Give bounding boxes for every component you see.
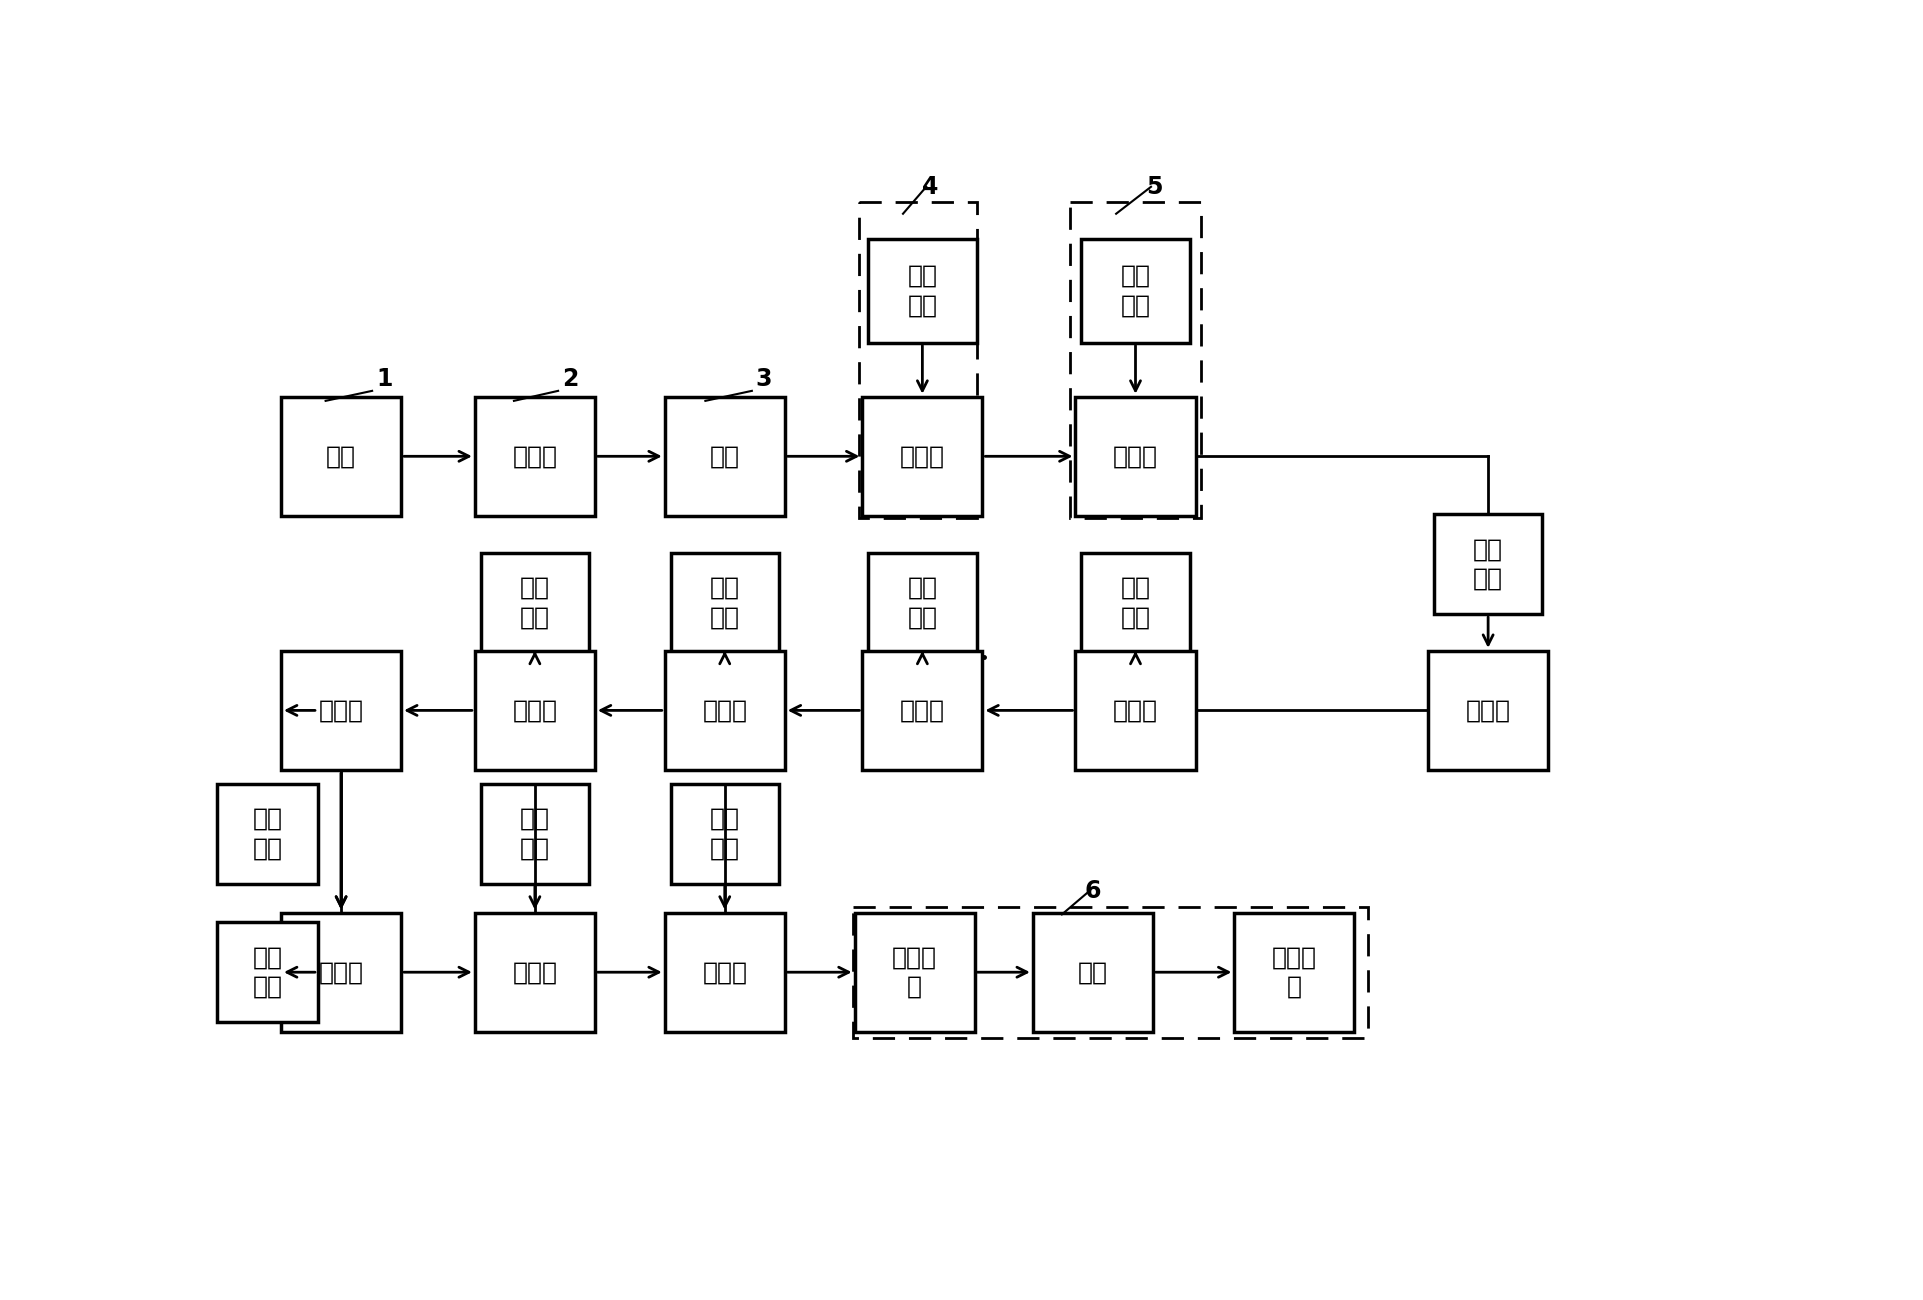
Text: 保持
时间: 保持 时间 (710, 807, 740, 861)
Text: 抽真空: 抽真空 (512, 698, 558, 723)
Text: 保持
时间: 保持 时间 (710, 576, 740, 629)
Text: 保持
时间: 保持 时间 (1121, 576, 1150, 629)
Bar (1081, 552, 1190, 653)
Text: 充氮气: 充氮气 (1113, 698, 1158, 723)
Bar (1033, 913, 1154, 1032)
Text: 保持
时间: 保持 时间 (908, 264, 937, 317)
Text: 保持
时间: 保持 时间 (908, 576, 937, 629)
Bar (475, 913, 594, 1032)
Text: 抽真空: 抽真空 (900, 698, 944, 723)
Bar (665, 913, 785, 1032)
Text: 保持
时间: 保持 时间 (1121, 264, 1150, 317)
Bar (281, 396, 402, 516)
Text: 加热: 加热 (710, 445, 740, 468)
Text: 抽真空: 抽真空 (512, 445, 558, 468)
Bar (1075, 396, 1196, 516)
Bar (281, 651, 402, 770)
Text: 充氮气: 充氮气 (702, 698, 748, 723)
Text: 保持
时间: 保持 时间 (252, 807, 283, 861)
Bar (671, 784, 779, 884)
Bar (1429, 651, 1548, 770)
Text: 抽真空: 抽真空 (1113, 445, 1158, 468)
Text: 抽真空: 抽真空 (319, 961, 363, 984)
Bar (217, 922, 317, 1022)
Text: 6: 6 (1085, 879, 1102, 904)
Text: 投入轧
制: 投入轧 制 (1271, 945, 1317, 1000)
Text: 3: 3 (756, 367, 773, 391)
Bar (867, 239, 977, 343)
Bar (671, 552, 779, 653)
Bar (1075, 651, 1196, 770)
Bar (867, 552, 977, 653)
Bar (852, 907, 1367, 1037)
Bar (481, 552, 588, 653)
Text: 关闭加
热: 关闭加 热 (892, 945, 937, 1000)
Bar (860, 203, 977, 517)
Bar (854, 913, 975, 1032)
Bar (475, 651, 594, 770)
Text: 充氮气: 充氮气 (512, 961, 558, 984)
Bar (475, 396, 594, 516)
Bar (862, 396, 983, 516)
Bar (1069, 203, 1202, 517)
Bar (217, 784, 317, 884)
Text: 降温: 降温 (1079, 961, 1108, 984)
Text: 充氮气: 充氮气 (900, 445, 944, 468)
Text: 2: 2 (562, 367, 579, 391)
Text: 抽真空: 抽真空 (702, 961, 748, 984)
Text: 充氮气: 充氮气 (1465, 698, 1511, 723)
Bar (1435, 514, 1542, 614)
Bar (481, 784, 588, 884)
Text: 充氮气: 充氮气 (319, 698, 363, 723)
Text: 保持
时间: 保持 时间 (252, 945, 283, 1000)
Text: 保持
时间: 保持 时间 (519, 576, 550, 629)
Text: 保持
时间: 保持 时间 (1473, 537, 1504, 592)
Bar (665, 651, 785, 770)
Text: 入箱: 入箱 (327, 445, 356, 468)
Bar (1081, 239, 1190, 343)
Bar (665, 396, 785, 516)
Bar (862, 651, 983, 770)
Text: 保持
时间: 保持 时间 (519, 807, 550, 861)
Text: 1: 1 (377, 367, 392, 391)
Bar (281, 913, 402, 1032)
Bar (1235, 913, 1354, 1032)
Text: 5: 5 (1146, 174, 1163, 199)
Text: 4: 4 (921, 174, 938, 199)
